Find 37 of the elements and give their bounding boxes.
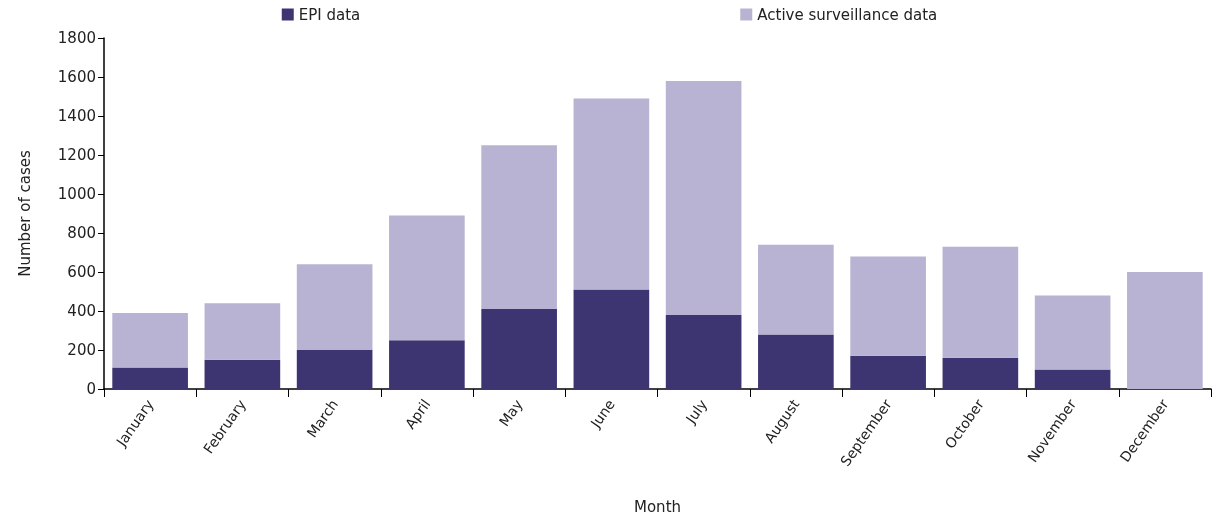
y-axis-title: Number of cases [15,150,34,277]
legend-label: Active surveillance data [757,5,938,24]
legend-label: EPI data [298,5,361,24]
bar [204,303,281,360]
bar [1034,369,1111,389]
y-tick-label: 1000 [57,185,96,203]
bar [850,256,926,356]
y-tick-label: 0 [86,380,96,398]
bar [758,334,834,389]
bar [389,340,465,389]
bar [942,246,1019,358]
bar [665,80,742,315]
x-axis-title: Month [633,497,682,516]
bar [850,355,926,389]
bar [481,309,557,389]
bar [296,264,373,350]
y-tick-label: 200 [67,341,96,359]
bar [1127,272,1203,389]
y-tick-label: 800 [67,224,96,242]
y-tick-label: 1600 [57,68,96,86]
y-tick-label: 400 [67,302,96,320]
bar [389,215,465,341]
bar [758,244,834,335]
bar [481,145,557,310]
bar [204,359,281,389]
bar [665,314,742,389]
y-tick-label: 1800 [57,29,96,47]
y-tick-label: 1200 [57,146,96,164]
bar [942,357,1019,389]
bar [296,350,373,389]
bar [112,312,188,368]
bar [573,289,650,389]
bar [573,98,650,290]
y-tick-label: 600 [67,263,96,281]
bar [1034,295,1111,370]
bar [112,367,188,389]
y-tick-label: 1400 [57,107,96,125]
